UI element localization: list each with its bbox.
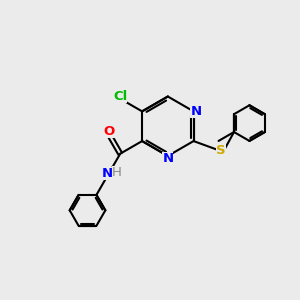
Text: N: N	[162, 152, 173, 165]
Text: O: O	[103, 125, 115, 138]
Text: S: S	[216, 144, 226, 157]
Text: Cl: Cl	[113, 90, 127, 103]
Text: N: N	[190, 105, 202, 118]
Text: H: H	[112, 166, 122, 179]
Text: N: N	[101, 167, 112, 180]
